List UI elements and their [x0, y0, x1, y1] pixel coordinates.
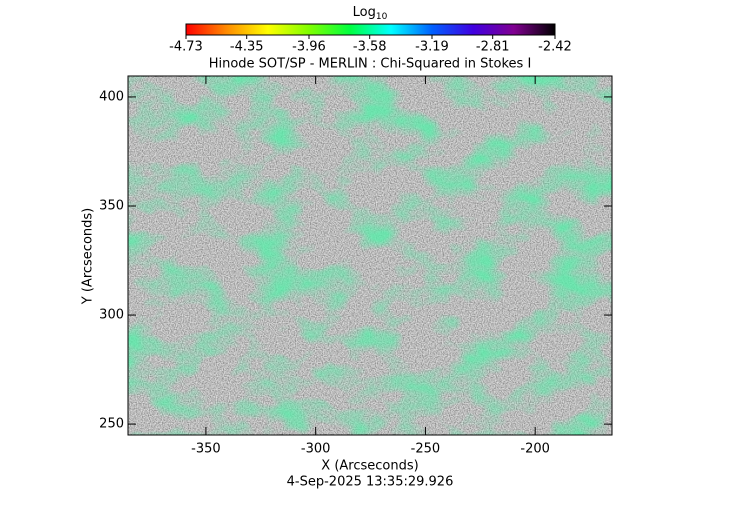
colorbar: [185, 23, 556, 36]
colorbar-tick-label: -3.96: [292, 40, 326, 55]
heatmap-regions: [128, 76, 612, 435]
colorbar-tick-label: -3.19: [415, 40, 449, 55]
footer-timestamp: 4-Sep-2025 13:35:29.926: [287, 475, 454, 490]
colorbar-tick-label: -4.35: [230, 40, 264, 55]
colorbar-tick-label: -2.42: [538, 40, 572, 55]
y-axis-label: Y (Arcseconds): [81, 208, 96, 305]
chart-title: Hinode SOT/SP - MERLIN : Chi-Squared in …: [209, 57, 532, 72]
x-tick-label: -350: [191, 442, 221, 457]
colorbar-label-subscript: 10: [376, 12, 388, 22]
heatmap-image: [128, 76, 612, 435]
colorbar-label: Log10: [353, 5, 388, 22]
x-tick-label: -300: [301, 442, 331, 457]
x-tick-label: -250: [411, 442, 441, 457]
y-tick-label: 400: [99, 89, 124, 104]
colorbar-tick-label: -2.81: [476, 40, 510, 55]
y-tick-label: 350: [99, 198, 124, 213]
y-tick-label: 250: [99, 417, 124, 432]
x-axis-label: X (Arcseconds): [321, 459, 418, 474]
colorbar-label-text: Log: [353, 5, 376, 20]
colorbar-tick-label: -3.58: [353, 40, 387, 55]
colorbar-tick-label: -4.73: [169, 40, 203, 55]
plot-frame: [127, 75, 613, 436]
x-tick-label: -200: [520, 442, 550, 457]
y-tick-label: 300: [99, 308, 124, 323]
